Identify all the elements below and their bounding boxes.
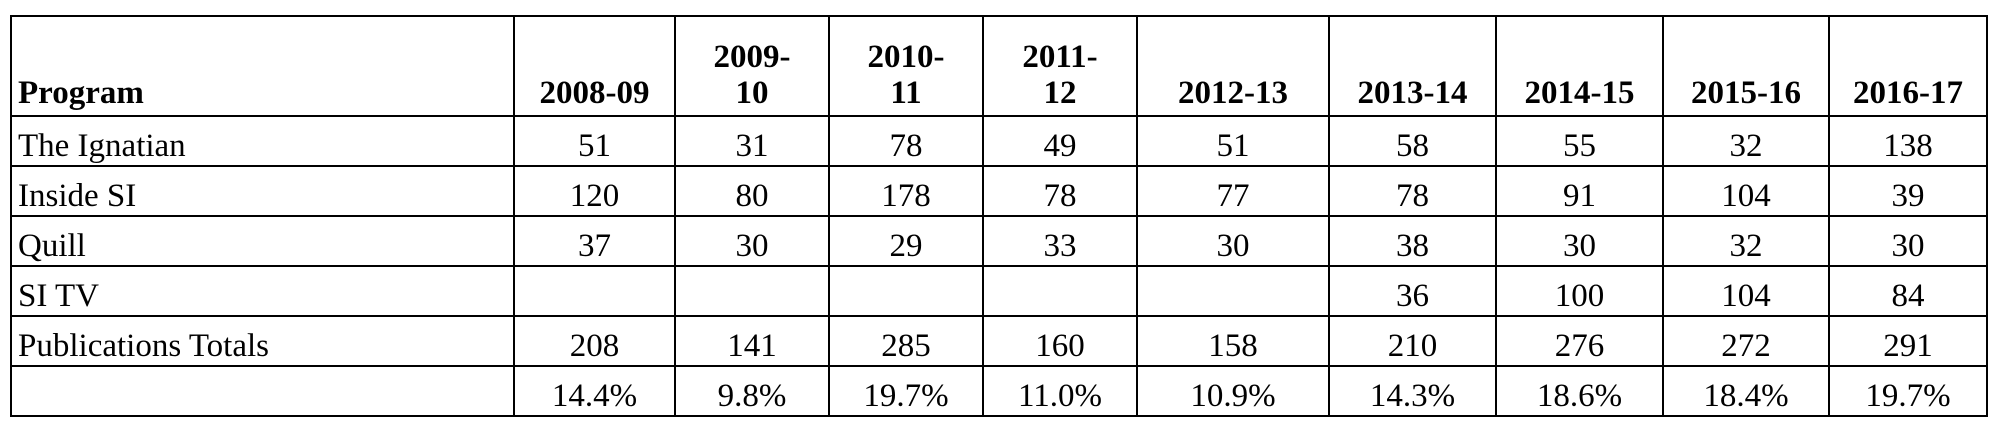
cell: 18.4% [1662, 365, 1830, 417]
cell: 55 [1495, 115, 1664, 167]
cell [982, 265, 1138, 317]
cell: 208 [513, 315, 676, 367]
table-row: Quill 37 30 29 33 30 38 30 32 30 [10, 215, 1988, 267]
row-label: The Ignatian [10, 115, 515, 167]
data-table: Program 2008-09 2009-10 2010-11 2011-12 2012-… [10, 15, 1988, 417]
header-cell: 2013-14 [1328, 15, 1497, 117]
cell: 285 [828, 315, 984, 367]
cell: 58 [1328, 115, 1497, 167]
cell: 138 [1828, 115, 1988, 167]
cell: 33 [982, 215, 1138, 267]
table-row: Inside SI 120 80 178 78 77 78 91 104 39 [10, 165, 1988, 217]
header-cell: 2014-15 [1495, 15, 1664, 117]
cell: 36 [1328, 265, 1497, 317]
table-row: The Ignatian 51 31 78 49 51 58 55 32 138 [10, 115, 1988, 167]
cell: 51 [1136, 115, 1330, 167]
cell: 100 [1495, 265, 1664, 317]
cell: 19.7% [828, 365, 984, 417]
header-cell: 2009-10 [674, 15, 830, 117]
header-cell: 2016-17 [1828, 15, 1988, 117]
row-label: SI TV [10, 265, 515, 317]
cell [1136, 265, 1330, 317]
header-row: Program 2008-09 2009-10 2010-11 2011-12 2012-… [10, 15, 1988, 117]
cell: 14.4% [513, 365, 676, 417]
cell: 51 [513, 115, 676, 167]
header-cell: 2008-09 [513, 15, 676, 117]
cell: 30 [1828, 215, 1988, 267]
cell: 178 [828, 165, 984, 217]
cell: 160 [982, 315, 1138, 367]
cell: 9.8% [674, 365, 830, 417]
table-row: Publications Totals 208 141 285 160 158 210 276… [10, 315, 1988, 367]
cell: 91 [1495, 165, 1664, 217]
table-body: The Ignatian 51 31 78 49 51 58 55 32 138 Inside SI… [10, 115, 1988, 417]
header-text: 2009-10 [713, 39, 791, 111]
cell: 18.6% [1495, 365, 1664, 417]
cell [513, 265, 676, 317]
header-text: 2010-11 [867, 39, 945, 111]
cell: 31 [674, 115, 830, 167]
row-label: Inside SI [10, 165, 515, 217]
table-row: 14.4% 9.8% 19.7% 11.0% 10.9% 14.3% 18.6% 18.4% 1… [10, 365, 1988, 417]
cell: 104 [1662, 165, 1830, 217]
cell [674, 265, 830, 317]
cell: 30 [1136, 215, 1330, 267]
cell: 49 [982, 115, 1138, 167]
cell: 77 [1136, 165, 1330, 217]
row-label [10, 365, 515, 417]
header-cell: Program [10, 15, 515, 117]
cell: 141 [674, 315, 830, 367]
cell: 84 [1828, 265, 1988, 317]
row-label: Publications Totals [10, 315, 515, 367]
cell: 10.9% [1136, 365, 1330, 417]
header-cell: 2010-11 [828, 15, 984, 117]
cell: 38 [1328, 215, 1497, 267]
cell: 78 [828, 115, 984, 167]
header-text: 2011-12 [1022, 39, 1098, 111]
cell: 158 [1136, 315, 1330, 367]
header-cell: 2011-12 [982, 15, 1138, 117]
cell: 78 [982, 165, 1138, 217]
cell [828, 265, 984, 317]
cell: 272 [1662, 315, 1830, 367]
cell: 80 [674, 165, 830, 217]
cell: 32 [1662, 215, 1830, 267]
cell: 32 [1662, 115, 1830, 167]
cell: 14.3% [1328, 365, 1497, 417]
table-row: SI TV 36 100 104 84 [10, 265, 1988, 317]
table-header: Program 2008-09 2009-10 2010-11 2011-12 2012-… [10, 15, 1988, 117]
cell: 37 [513, 215, 676, 267]
cell: 104 [1662, 265, 1830, 317]
row-label: Quill [10, 215, 515, 267]
cell: 78 [1328, 165, 1497, 217]
cell: 29 [828, 215, 984, 267]
cell: 39 [1828, 165, 1988, 217]
header-cell: 2012-13 [1136, 15, 1330, 117]
cell: 276 [1495, 315, 1664, 367]
cell: 19.7% [1828, 365, 1988, 417]
cell: 210 [1328, 315, 1497, 367]
cell: 291 [1828, 315, 1988, 367]
cell: 120 [513, 165, 676, 217]
cell: 30 [674, 215, 830, 267]
header-cell: 2015-16 [1662, 15, 1830, 117]
cell: 11.0% [982, 365, 1138, 417]
cell: 30 [1495, 215, 1664, 267]
